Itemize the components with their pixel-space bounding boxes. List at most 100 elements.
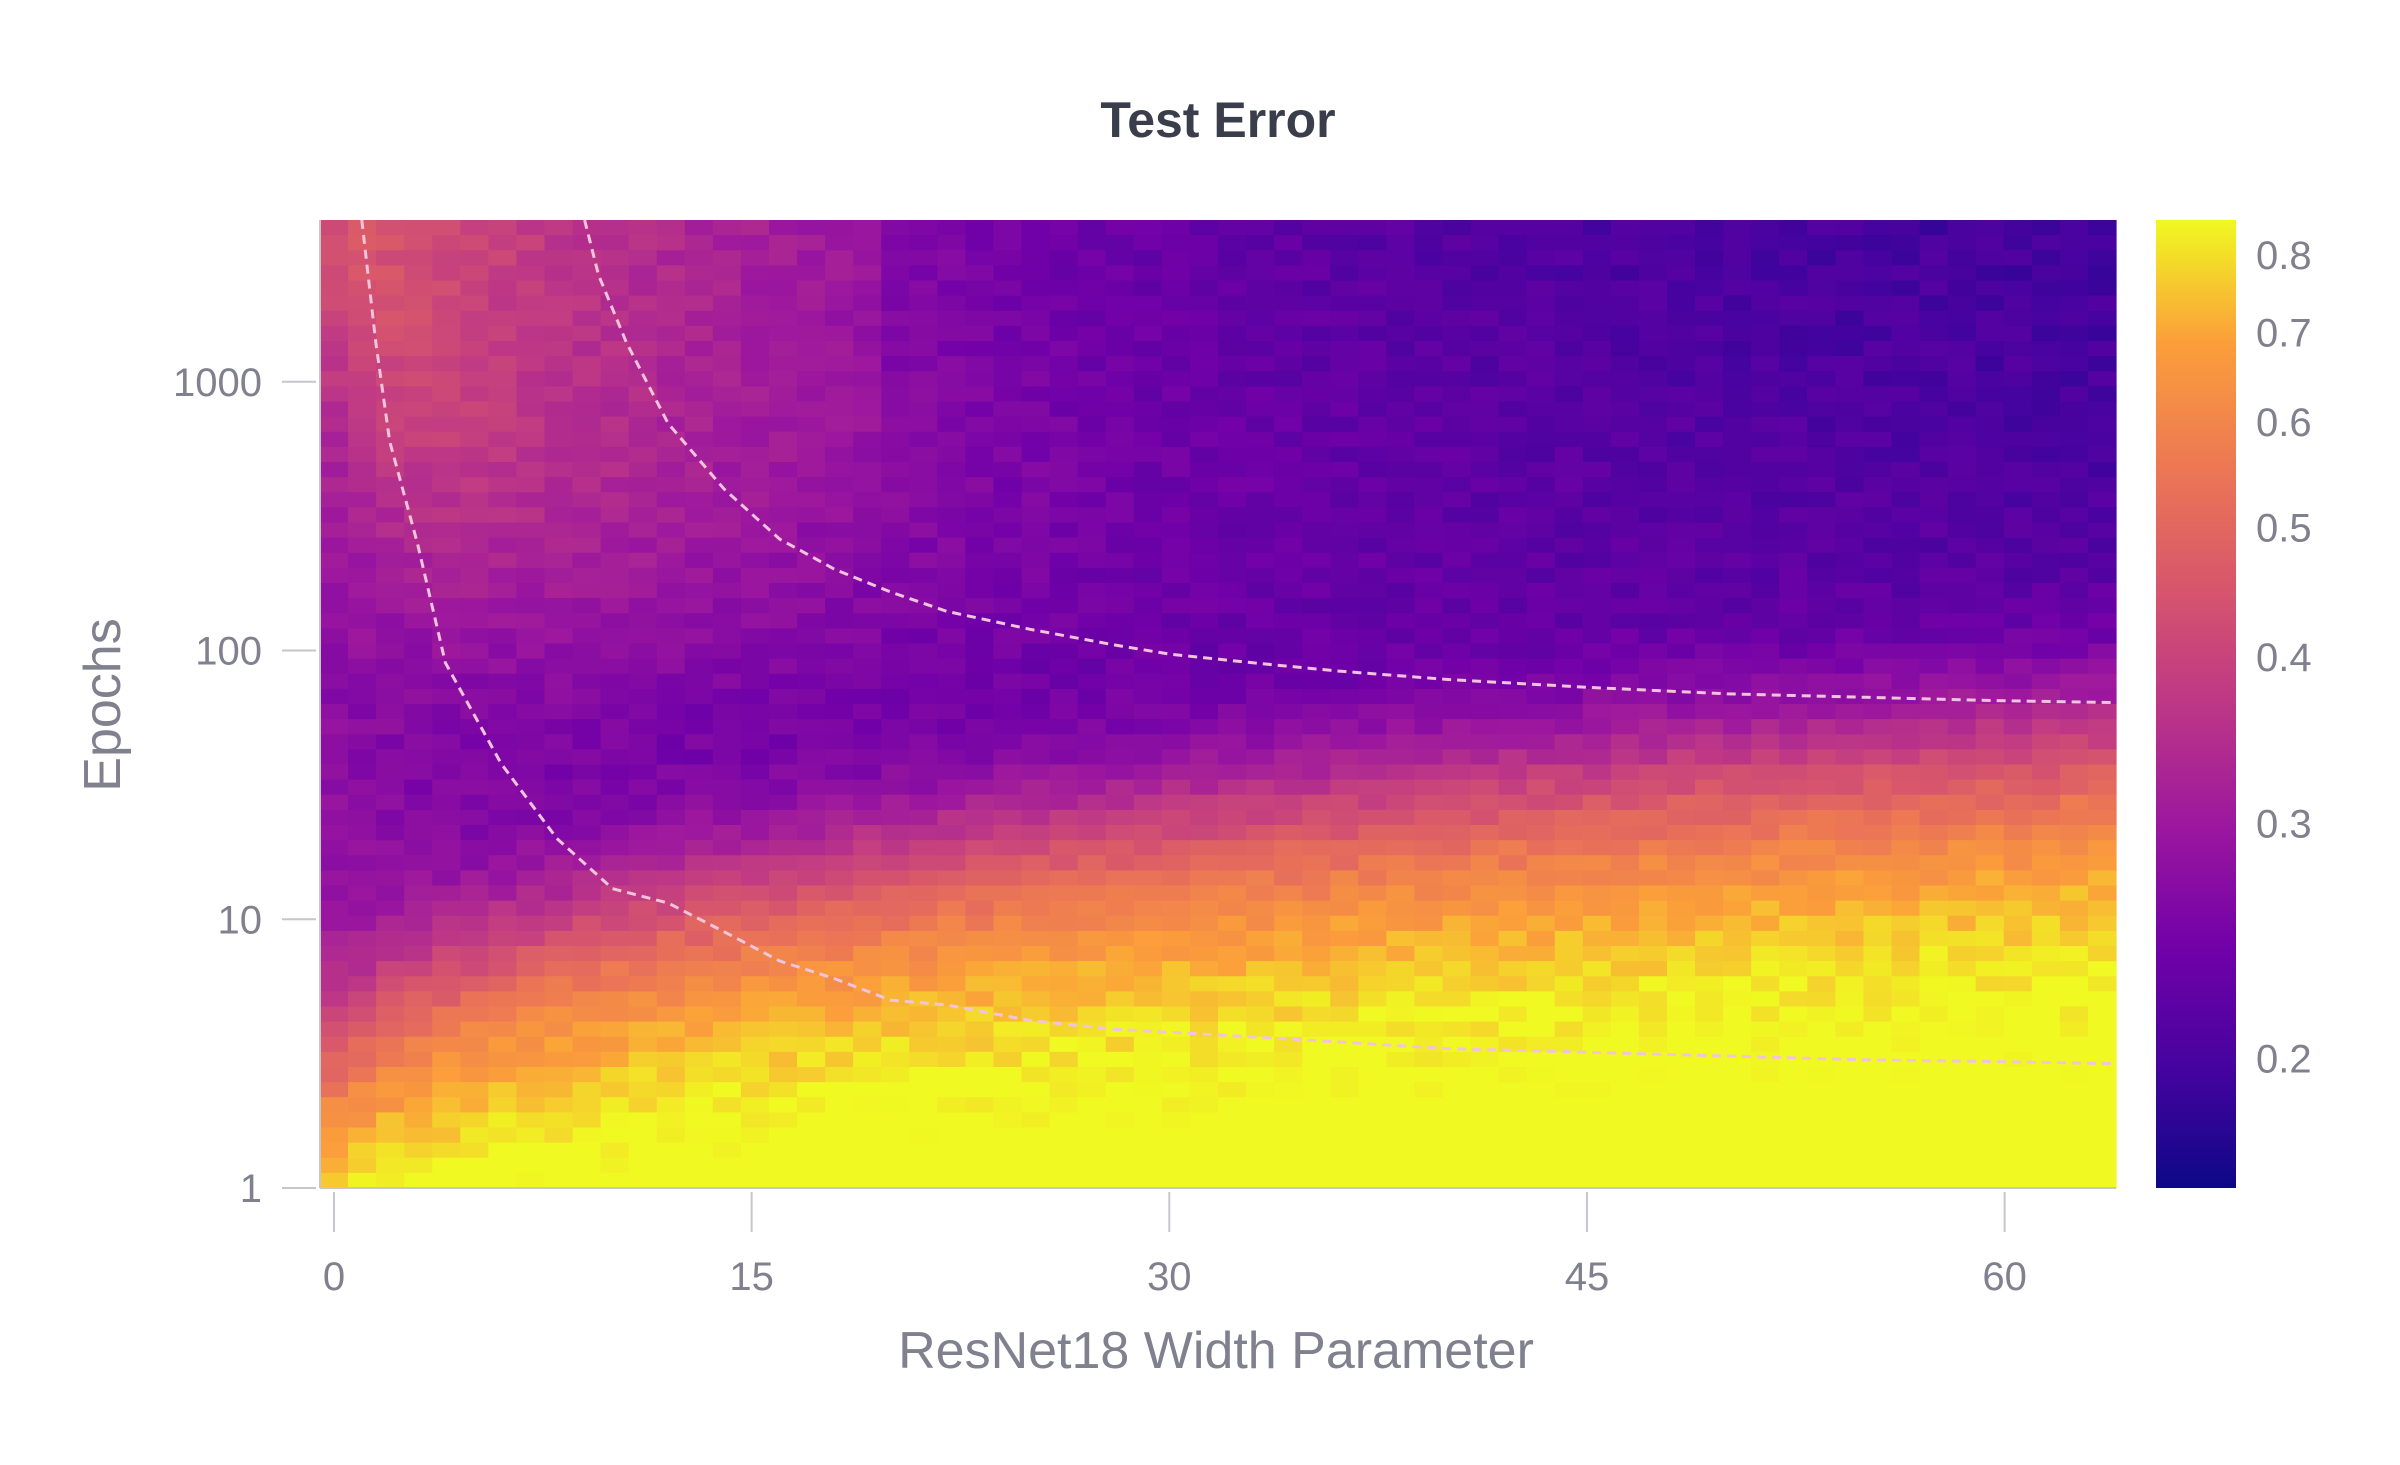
heatmap-cell xyxy=(1695,446,1724,463)
heatmap-cell xyxy=(1695,567,1724,584)
heatmap-cell xyxy=(2003,552,2033,569)
heatmap-cell xyxy=(1302,583,1331,599)
heatmap-cell xyxy=(1498,310,1528,327)
heatmap-cell xyxy=(881,416,910,433)
heatmap-cell xyxy=(1891,537,1921,554)
heatmap-cell xyxy=(432,341,461,357)
heatmap-cell xyxy=(1891,809,1921,826)
heatmap-cell xyxy=(1751,1097,1780,1113)
heatmap-cell xyxy=(1442,265,1472,282)
heatmap-cell xyxy=(740,930,770,947)
heatmap-cell xyxy=(1498,567,1528,584)
heatmap-cell xyxy=(1246,1127,1275,1144)
heatmap-cell xyxy=(1498,749,1528,766)
heatmap-cell xyxy=(1638,220,1668,236)
heatmap-cell xyxy=(1863,885,1893,902)
heatmap-cell xyxy=(516,1127,546,1144)
heatmap-cell xyxy=(1077,719,1107,735)
heatmap-cell xyxy=(740,477,770,493)
heatmap-cell xyxy=(1526,764,1556,781)
heatmap-cell xyxy=(376,235,405,251)
heatmap-cell xyxy=(1274,386,1303,403)
heatmap-cell xyxy=(1077,583,1107,599)
heatmap-cell xyxy=(600,280,630,297)
heatmap-cell xyxy=(1638,325,1668,342)
heatmap-cell xyxy=(1610,386,1640,403)
heatmap-cell xyxy=(404,416,433,433)
heatmap-cell xyxy=(516,1157,546,1174)
heatmap-cell xyxy=(1133,386,1163,403)
heatmap-cell xyxy=(1526,1097,1556,1113)
heatmap-cell xyxy=(1863,961,1893,977)
heatmap-cell xyxy=(1751,628,1780,645)
heatmap-cell xyxy=(1975,265,2005,282)
heatmap-cell xyxy=(1975,492,2005,508)
heatmap-cell xyxy=(376,598,405,614)
heatmap-cell xyxy=(1330,794,1359,811)
heatmap-cell xyxy=(1723,688,1752,705)
heatmap-cell xyxy=(376,930,405,947)
heatmap-cell xyxy=(797,734,826,750)
heatmap-cell xyxy=(1863,1172,1893,1189)
heatmap-cell xyxy=(1919,1006,1949,1023)
heatmap-cell xyxy=(825,462,854,478)
heatmap-cell xyxy=(1975,946,2005,962)
heatmap-cell xyxy=(1638,719,1668,735)
heatmap-cell xyxy=(628,507,658,524)
heatmap-cell xyxy=(572,598,602,614)
heatmap-cell xyxy=(404,583,433,599)
heatmap-cell xyxy=(1414,1172,1444,1189)
heatmap-cell xyxy=(572,552,602,569)
heatmap-cell xyxy=(1105,583,1135,599)
heatmap-cell xyxy=(1189,764,1219,781)
heatmap-cell xyxy=(432,870,461,887)
heatmap-cell xyxy=(1891,356,1921,372)
heatmap-cell xyxy=(488,325,518,342)
heatmap-cell xyxy=(404,265,433,282)
heatmap-cell xyxy=(1667,840,1696,856)
heatmap-cell xyxy=(656,1036,686,1053)
heatmap-cell xyxy=(1779,779,1808,796)
heatmap-cell xyxy=(460,961,489,977)
heatmap-cell xyxy=(712,431,742,448)
heatmap-cell xyxy=(404,1157,433,1174)
heatmap-cell xyxy=(1105,900,1135,917)
heatmap-cell xyxy=(320,462,349,478)
heatmap-cell xyxy=(376,325,405,342)
heatmap-cell xyxy=(404,719,433,735)
heatmap-cell xyxy=(544,477,574,493)
heatmap-cell xyxy=(1246,598,1275,614)
heatmap-cell xyxy=(853,1082,882,1098)
heatmap-cell xyxy=(909,688,938,705)
heatmap-cell xyxy=(488,764,518,781)
heatmap-cell xyxy=(404,688,433,705)
heatmap-cell xyxy=(881,976,910,992)
heatmap-cell xyxy=(1947,870,1977,887)
heatmap-cell xyxy=(769,235,798,251)
heatmap-cell xyxy=(993,1097,1023,1113)
heatmap-cell xyxy=(825,1157,854,1174)
heatmap-cell xyxy=(1582,431,1612,448)
heatmap-cell xyxy=(965,840,995,856)
heatmap-cell xyxy=(825,401,854,418)
heatmap-cell xyxy=(1470,688,1500,705)
heatmap-cell xyxy=(1077,371,1107,387)
heatmap-cell xyxy=(1919,431,1949,448)
heatmap-cell xyxy=(656,416,686,433)
heatmap-cell xyxy=(1077,734,1107,750)
heatmap-cell xyxy=(1218,1067,1247,1083)
heatmap-cell xyxy=(1189,915,1219,932)
heatmap-cell xyxy=(1582,416,1612,433)
heatmap-cell xyxy=(516,507,546,524)
heatmap-cell xyxy=(1077,431,1107,448)
heatmap-cell xyxy=(1302,825,1331,841)
heatmap-cell xyxy=(628,265,658,282)
heatmap-cell xyxy=(488,1082,518,1098)
heatmap-cell xyxy=(881,704,910,720)
heatmap-cell xyxy=(2003,1051,2033,1068)
heatmap-cell xyxy=(1610,356,1640,372)
heatmap-cell xyxy=(853,371,882,387)
heatmap-cell xyxy=(1358,794,1387,811)
heatmap-cell xyxy=(937,235,967,251)
heatmap-cell xyxy=(965,356,995,372)
